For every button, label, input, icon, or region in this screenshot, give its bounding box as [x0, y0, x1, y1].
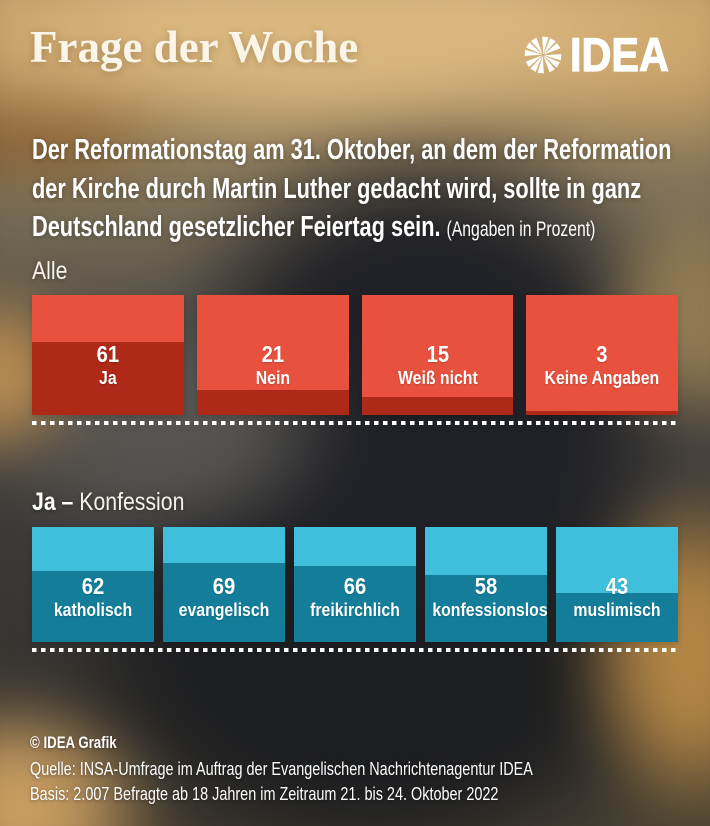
section-label-alle: Alle: [32, 257, 68, 285]
percent-note: (Angaben in Prozent): [446, 218, 596, 241]
idea-wordmark: IDEA: [569, 28, 669, 81]
bar-value: 66: [343, 573, 367, 599]
bar-cards-row: 61 Ja 21 Nein 15 Weiß nicht 3 Keine Angaben: [32, 295, 678, 415]
source-line: Quelle: INSA-Umfrage im Auftrag der Evan…: [30, 757, 533, 779]
bar-fill: [294, 566, 416, 642]
question-line-1: Der Reformationstag am 31. Oktober, an d…: [32, 134, 672, 166]
bar-card-text: 66 freikirchlich: [294, 574, 416, 623]
page-title: Frage der Woche: [30, 22, 359, 72]
bar-value: 21: [261, 341, 284, 367]
bar-card-evangelisch: 69 evangelisch: [163, 527, 285, 642]
bar-card-text: 61 Ja: [32, 342, 184, 391]
bar-card-freikirchlich: 66 freikirchlich: [294, 527, 416, 642]
bar-card-text: 43 muslimisch: [556, 574, 678, 623]
dotted-divider: [32, 421, 678, 425]
bar-card-nein: 21 Nein: [196, 295, 349, 415]
idea-logo: IDEA: [522, 28, 682, 81]
bar-label: Weiß nicht: [397, 368, 478, 388]
bar-card-text: 21 Nein: [197, 342, 349, 391]
bar-value: 69: [212, 573, 236, 599]
bar-card-wei-nicht: 15 Weiß nicht: [361, 295, 514, 415]
bar-label: Keine Angaben: [544, 368, 660, 388]
bar-card-ja: 61 Ja: [32, 295, 184, 415]
bar-card-muslimisch: 43 muslimisch: [556, 527, 678, 642]
bar-label: Nein: [255, 368, 290, 388]
bar-fill: [556, 592, 678, 642]
survey-question: Der Reformationstag am 31. Oktober, an d…: [32, 131, 710, 250]
bar-value: 43: [605, 573, 629, 599]
bar-label: freikirchlich: [310, 600, 400, 620]
section-label-konfession-text: Konfession: [73, 488, 185, 516]
bar-fill: [361, 397, 514, 415]
bar-fill: [425, 575, 547, 642]
dotted-divider: [32, 648, 678, 652]
bar-card-konfessionslos: 58 konfessionslos: [425, 527, 547, 642]
bar-card-text: 69 evangelisch: [163, 574, 285, 623]
bar-fill: [196, 389, 349, 415]
copyright-credit: © IDEA Grafik: [30, 733, 117, 752]
bar-value: 61: [96, 341, 120, 367]
footer: © IDEA Grafik Quelle: INSA-Umfrage im Au…: [30, 730, 675, 807]
bar-card-keine-angaben: 3 Keine Angaben: [526, 295, 678, 415]
question-line-3: Deutschland gesetzlicher Feiertag sein.(…: [32, 208, 671, 250]
section-label-konfession: Ja – Konfession: [32, 488, 184, 516]
question-line-2: der Kirche durch Martin Luther gedacht w…: [32, 172, 642, 205]
section-label-ja: Ja –: [32, 488, 74, 516]
bar-label: muslimisch: [573, 600, 661, 620]
bar-card-text: 3 Keine Angaben: [526, 342, 678, 391]
basis-line: Basis: 2.007 Befragte ab 18 Jahren im Ze…: [30, 783, 499, 804]
bar-fill: [32, 341, 184, 415]
bar-value: 15: [426, 341, 449, 367]
question-line-3-text: Deutschland gesetzlicher Feiertag sein.: [32, 211, 441, 243]
bar-card-text: 62 katholisch: [32, 574, 154, 623]
bar-fill: [32, 570, 154, 642]
bar-label: Ja: [99, 368, 117, 388]
bar-fill: [163, 562, 285, 642]
bar-value: 3: [596, 341, 608, 367]
bar-card-text: 58 konfessionslos: [425, 574, 547, 623]
bar-label: katholisch: [53, 600, 133, 620]
idea-sunburst-icon: [524, 36, 562, 74]
bar-label: konfessionslos: [432, 600, 547, 620]
bar-card-katholisch: 62 katholisch: [32, 527, 154, 642]
bar-value: 62: [81, 573, 105, 599]
bar-cards-row: 62 katholisch 69 evangelisch 66 freikirchlich…: [32, 527, 678, 642]
bar-value: 58: [474, 573, 498, 599]
bar-label: evangelisch: [178, 600, 270, 620]
bar-card-text: 15 Weiß nicht: [362, 342, 514, 391]
bar-fill: [526, 411, 678, 415]
